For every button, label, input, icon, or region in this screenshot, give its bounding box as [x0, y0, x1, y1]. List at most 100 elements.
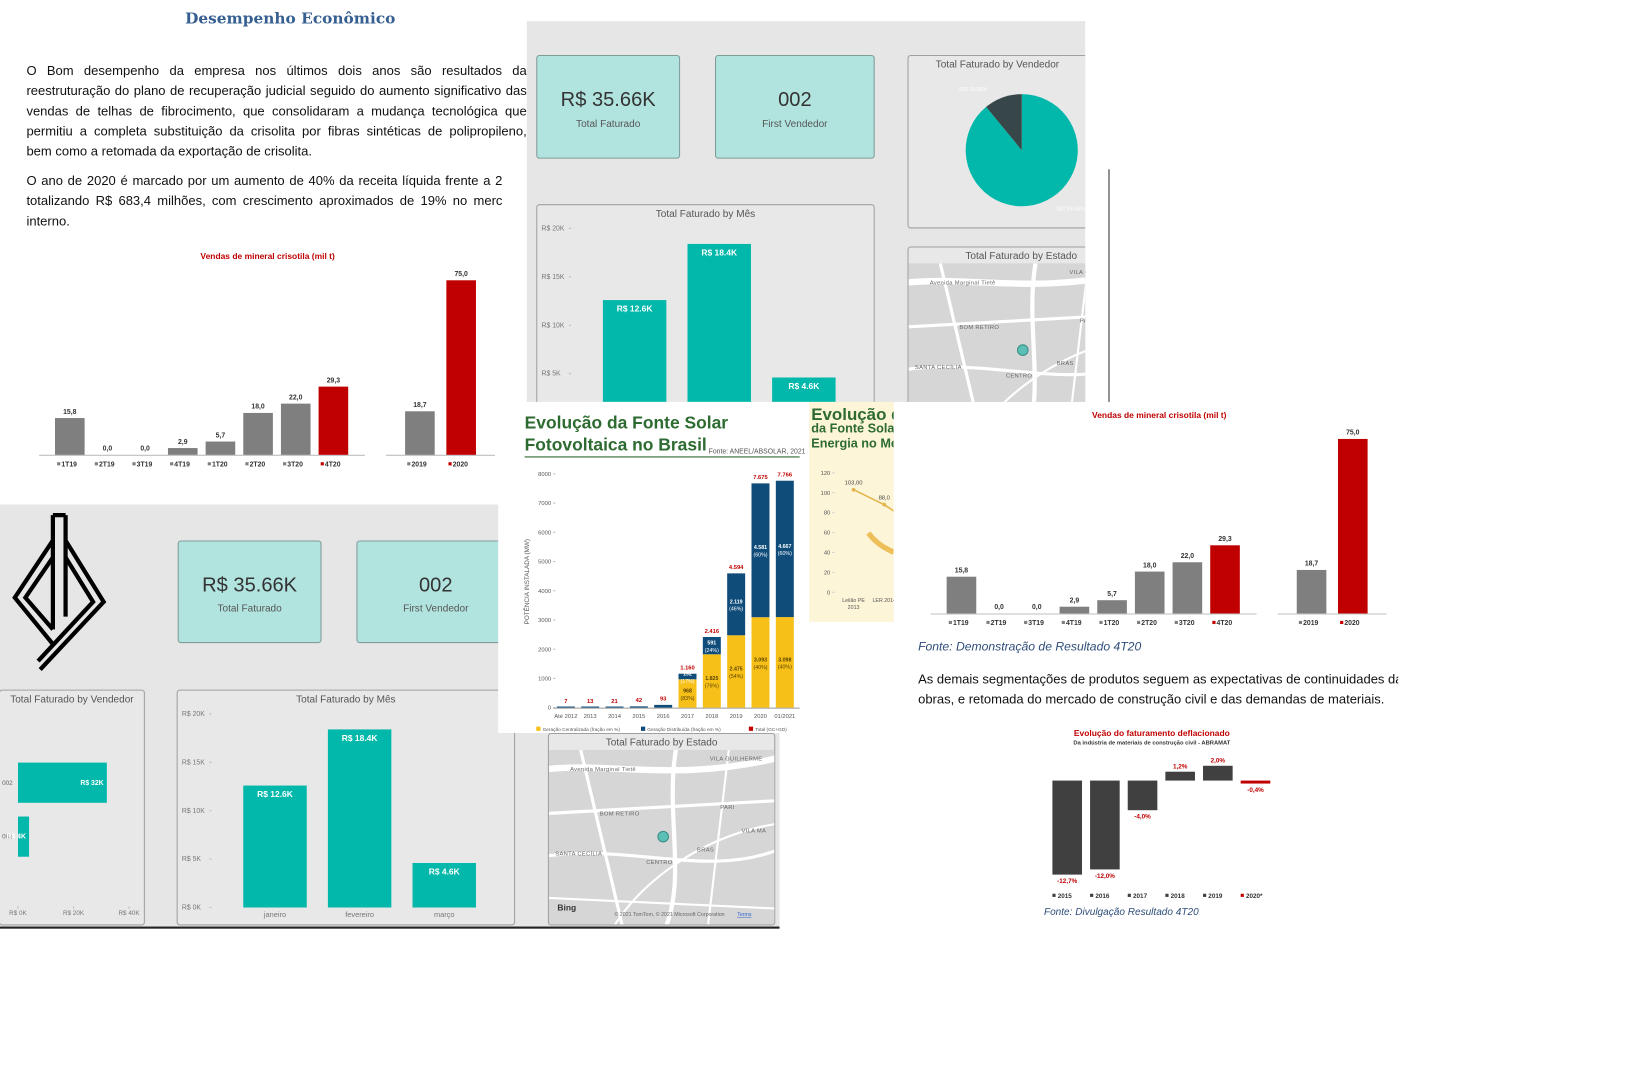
- x-tick-label: Até 2012: [554, 714, 577, 720]
- y-tick-label: 40: [824, 551, 830, 557]
- value-label: -4,0%: [1134, 814, 1151, 821]
- y-tick-label: 5000: [538, 560, 551, 566]
- x-tick-label: 2013: [584, 714, 597, 720]
- segment-share: (60%): [753, 553, 767, 559]
- road: [908, 315, 1086, 329]
- bar: [17, 816, 30, 857]
- category-label: 2020: [453, 461, 468, 468]
- legend-swatch: [283, 462, 287, 466]
- location-dot: [657, 830, 669, 843]
- kpi-value: R$ 35.66K: [202, 574, 298, 597]
- bar: [556, 706, 575, 708]
- category-label: 3T20: [1179, 620, 1195, 627]
- category-label: 1T19: [953, 620, 969, 627]
- road: [1070, 281, 1086, 402]
- category-label: 001: [2, 834, 13, 841]
- logo-shape: [50, 512, 68, 630]
- bar: [581, 706, 600, 708]
- legend-swatch: [1090, 893, 1094, 897]
- kpi-label: First Vendedor: [762, 118, 828, 130]
- segment-label: 4.581: [754, 545, 767, 551]
- value-label: R$ 4.6K: [788, 381, 820, 391]
- dashboard: R$ 35.66K Total Faturado 002 First Vendedor…: [526, 21, 1086, 402]
- segment-share: (83%): [680, 696, 694, 702]
- category-label: 2018: [1171, 893, 1186, 900]
- bar-segment: [702, 637, 721, 655]
- bar: [55, 418, 85, 455]
- road: [908, 365, 1086, 377]
- value-label: -12,7%: [1057, 878, 1077, 885]
- x-tick-label: R$ 0K: [9, 910, 27, 917]
- text-line: totalizando R$ 683,4 milhões, com cresci…: [26, 193, 503, 209]
- y-tick-label: R$ 15K: [182, 759, 205, 766]
- text-line: obras, e retomada do mercado de construç…: [918, 691, 1385, 707]
- bar: [1127, 780, 1158, 811]
- category-label: 4T19: [174, 461, 190, 468]
- slice-label: 002 89.04%: [1057, 206, 1085, 212]
- value-label: 18,0: [1143, 562, 1157, 569]
- value-label: 75,0: [454, 271, 468, 278]
- value-label: 29,3: [327, 377, 341, 384]
- text-line: reestruturação do plano de recuperação j…: [26, 83, 527, 99]
- road: [579, 749, 624, 925]
- bar-segment: [751, 483, 770, 618]
- category-label: 2T19: [991, 620, 1007, 627]
- text-line: permitiu a completa substituição da cris…: [26, 123, 527, 139]
- y-tick-label: 3000: [538, 618, 551, 624]
- bar: [1172, 562, 1203, 614]
- value-label: R$ 32K: [80, 780, 103, 787]
- place-label: SANTA CECÍLIA: [915, 364, 962, 371]
- bar: [687, 243, 751, 402]
- bar: [1059, 606, 1090, 614]
- paragraph: O Bom desempenho da empresa nos últimos …: [26, 61, 526, 161]
- panel-title: Total Faturado by Estado: [605, 737, 718, 749]
- y-tick-label: 7000: [538, 501, 551, 507]
- chart-title: Energia no Me: [811, 436, 894, 450]
- category-label: 3T19: [1028, 620, 1044, 627]
- kpi-card: R$ 35.66K Total Faturado: [177, 540, 322, 644]
- value-label: 1,2%: [1173, 764, 1188, 771]
- place-label: CENTRO: [646, 860, 673, 866]
- map: Avenida Marginal Tietê VILA GUILHERME BOM …: [548, 749, 775, 925]
- y-axis-title: POTÊNCIA INSTALADA (MW): [522, 539, 531, 624]
- bar: [327, 729, 392, 908]
- segment-share: (40%): [778, 665, 792, 671]
- bar: [446, 280, 476, 455]
- bar: [243, 785, 307, 908]
- segment-share: (46%): [729, 607, 743, 613]
- bar-segment: [678, 679, 697, 708]
- place-label: Avenida Marginal Tietê: [930, 281, 996, 287]
- value-label: 15,8: [955, 567, 969, 574]
- category-label: 002: [2, 780, 13, 787]
- bar: [772, 377, 836, 402]
- y-tick-label: R$ 10K: [542, 322, 565, 329]
- value-label: 29,3: [1218, 536, 1232, 543]
- place-label: SANTA CECÍLIA: [555, 851, 602, 858]
- y-tick-label: 80: [824, 511, 830, 517]
- revenue-chart: Evolução do faturamento deflacionado Da i…: [1052, 728, 1271, 900]
- legend-swatch: [1203, 893, 1207, 897]
- road: [908, 277, 1086, 287]
- chart-title: Evolução do faturamento deflacionado: [1074, 728, 1230, 738]
- map-brand: Bing: [557, 903, 576, 913]
- segment-share: (60%): [778, 551, 792, 557]
- bar: [629, 706, 648, 708]
- legend-swatch: [207, 462, 211, 466]
- value-label: 18,7: [413, 402, 427, 409]
- legend-swatch: [1127, 893, 1131, 897]
- y-tick-label: 6000: [538, 530, 551, 536]
- category-label: 4T19: [1066, 620, 1082, 627]
- road: [548, 896, 775, 910]
- y-tick-label: R$ 5K: [542, 371, 561, 378]
- legend-swatch: [320, 462, 324, 466]
- legend-swatch: [1024, 620, 1028, 625]
- segment-label: 192: [683, 671, 692, 677]
- legend-swatch: [986, 620, 990, 625]
- y-tick-label: 2000: [538, 647, 551, 653]
- paragraph: As demais segmentações de produtos segue…: [918, 670, 1398, 710]
- solar-auction-chart: Evolução d da Fonte Solar Energia no Me 0 20…: [809, 401, 894, 622]
- total-label: 93: [660, 697, 667, 703]
- segment-label: 1.825: [705, 676, 718, 682]
